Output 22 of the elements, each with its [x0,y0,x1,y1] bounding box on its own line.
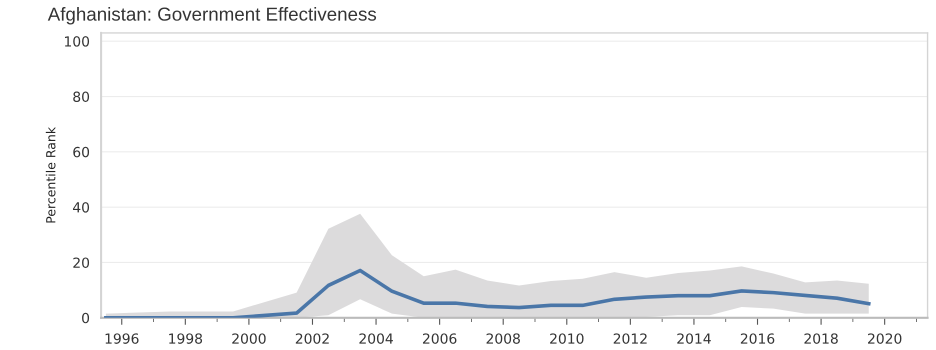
x-tick-label: 2000 [232,333,266,344]
x-tick-label: 2002 [296,333,329,344]
y-tick-label: 40 [72,202,90,213]
x-tick-label: 2012 [614,333,647,344]
x-tick-label: 2020 [868,333,902,344]
x-tick-label: 2018 [804,333,838,344]
x-tick-label: 2016 [740,333,774,344]
chart-title: Afghanistan: Government Effectiveness [48,7,376,24]
y-axis-title: Percentile Rank [46,126,56,223]
line-series [104,268,871,318]
x-tick-label: 2004 [359,333,393,344]
x-tick-label: 1996 [106,333,139,344]
x-tick-label: 2010 [550,333,584,344]
y-tick-label: 0 [82,312,90,324]
y-tick-label: 20 [73,257,90,268]
y-tick-label: 80 [73,91,90,102]
x-tick-label: 1998 [169,333,202,344]
y-tick-label: 100 [64,36,90,47]
x-tick-label: 2008 [486,333,520,344]
x-tick-label: 2006 [422,333,456,344]
y-tick-label: 60 [73,146,90,158]
x-tick-label: 2014 [677,333,711,344]
